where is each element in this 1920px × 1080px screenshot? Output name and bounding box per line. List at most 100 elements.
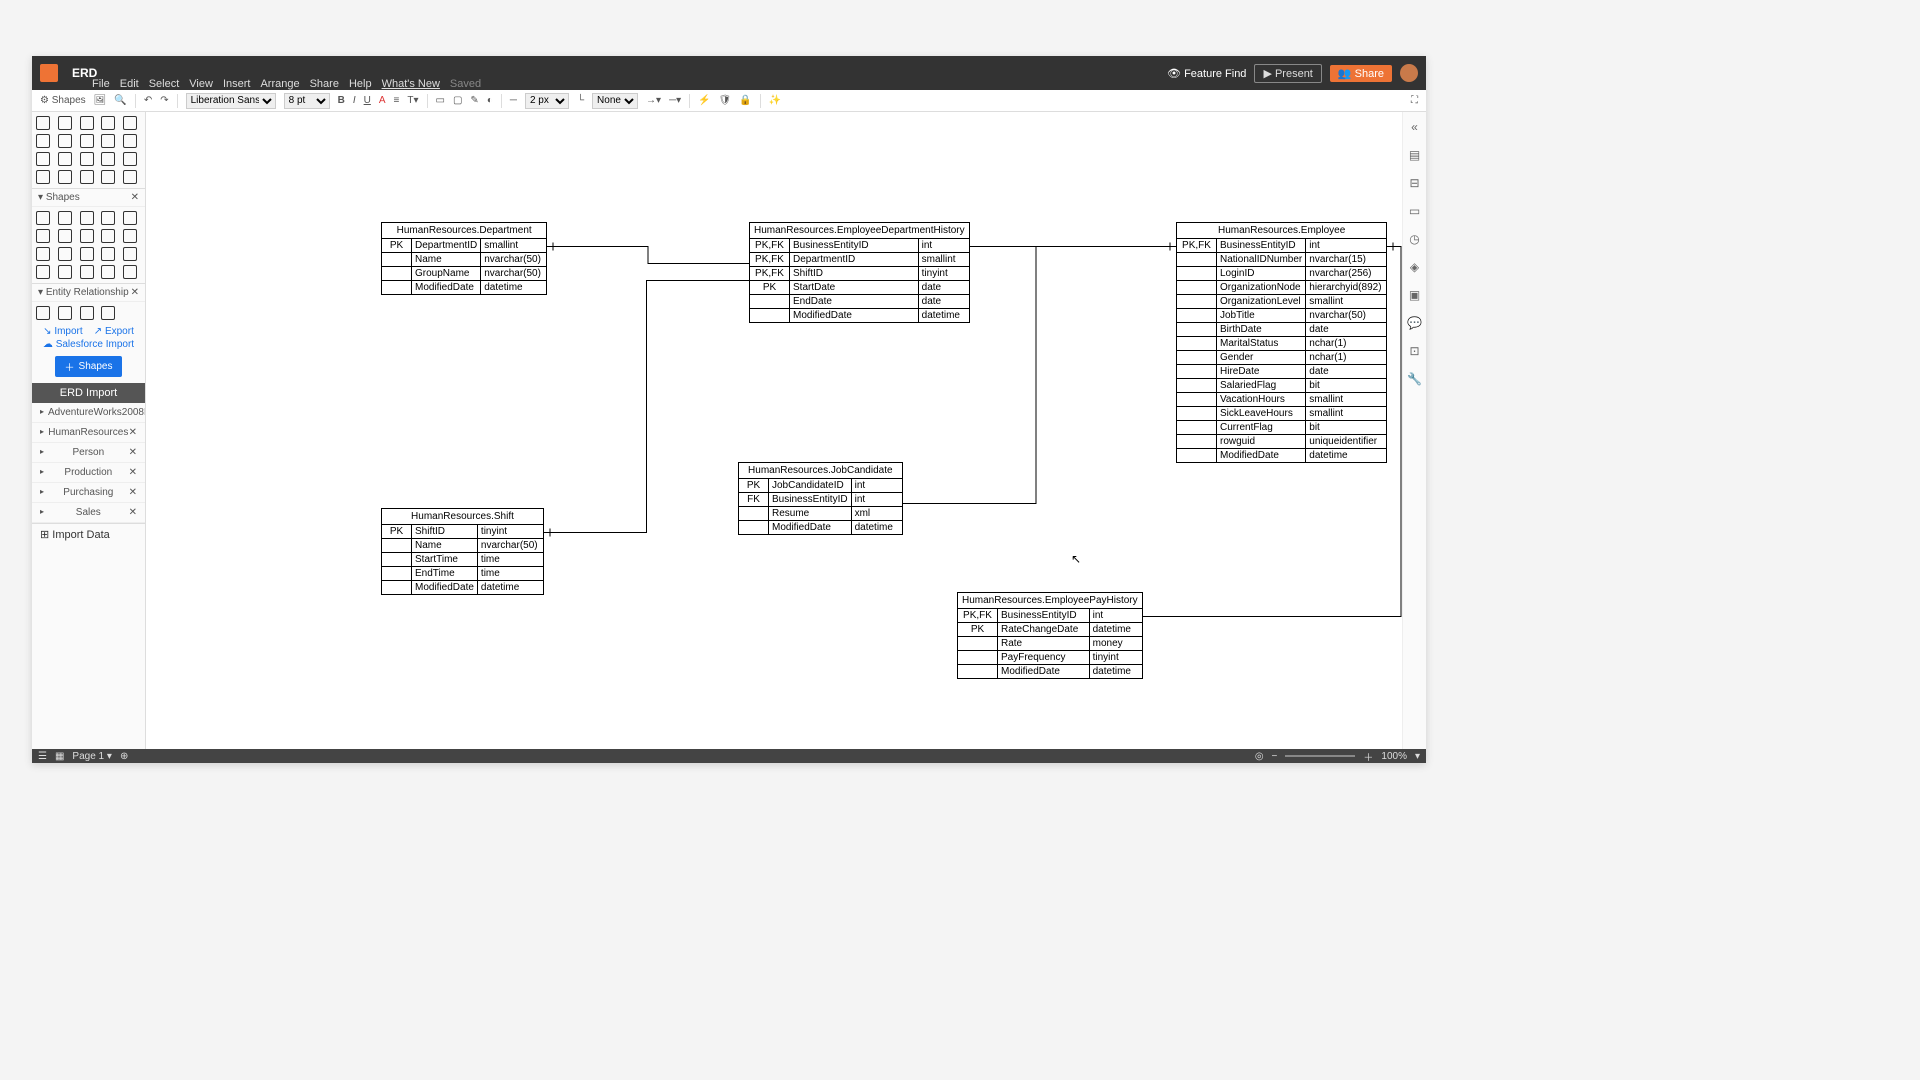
grid-view-icon[interactable]: ▦	[55, 751, 64, 762]
comment-icon[interactable]: 💬	[1407, 316, 1422, 330]
fullscreen-icon[interactable]: ⛶	[1411, 95, 1418, 106]
slides-icon[interactable]: ⊟	[1409, 176, 1419, 190]
textcolor-button[interactable]: A	[379, 95, 386, 106]
fill-button[interactable]: ▭	[436, 95, 445, 106]
category-adventureworks2008r2[interactable]: AdventureWorks2008R2✕	[32, 403, 145, 423]
right-rail: « ▤ ⊟ ▭ ◷ ◈ ▣ 💬 ⊡ 🔧	[1402, 112, 1426, 749]
page-icon[interactable]: ▤	[1409, 148, 1420, 162]
menu-select[interactable]: Select	[149, 78, 180, 90]
export-link[interactable]: ↗ Export	[94, 326, 134, 337]
data-icon[interactable]: ▣	[1409, 288, 1420, 302]
wand-icon[interactable]: ✨	[769, 95, 781, 106]
table-row: PK,FKBusinessEntityIDint	[1177, 239, 1386, 253]
feature-find[interactable]: 👁 Feature Find	[1167, 67, 1246, 80]
close-er[interactable]: ✕	[131, 287, 139, 298]
category-purchasing[interactable]: Purchasing✕	[32, 483, 145, 503]
arrowend-button[interactable]: ─▾	[669, 95, 681, 106]
style-button[interactable]: ◐	[487, 95, 493, 106]
zoom-slider[interactable]	[1285, 755, 1355, 757]
menu-whatsnew[interactable]: What's New	[382, 78, 440, 90]
er-header[interactable]: Entity Relationship	[46, 287, 129, 298]
padlock-icon[interactable]: 🔒	[739, 95, 751, 106]
entity-jc[interactable]: HumanResources.JobCandidatePKJobCandidat…	[738, 462, 903, 535]
app-logo	[40, 64, 58, 82]
actions-icon[interactable]: ⊡	[1409, 344, 1419, 358]
search-icon[interactable]: 🔍	[114, 95, 126, 106]
er-shapes[interactable]	[32, 302, 145, 324]
close-shapes[interactable]: ✕	[131, 192, 139, 203]
salesforce-import[interactable]: ☁ Salesforce Import	[32, 339, 145, 350]
presentation-icon[interactable]: ▭	[1409, 204, 1420, 218]
menu-view[interactable]: View	[189, 78, 213, 90]
linecap-start[interactable]: None	[592, 93, 638, 109]
entity-eph[interactable]: HumanResources.EmployeePayHistoryPK,FKBu…	[957, 592, 1143, 679]
menu-edit[interactable]: Edit	[120, 78, 139, 90]
share-button[interactable]: 👥 Share	[1330, 65, 1392, 82]
entity-dept[interactable]: HumanResources.DepartmentPKDepartmentIDs…	[381, 222, 547, 295]
pen-button[interactable]: ✎	[470, 95, 478, 106]
fontsize-select[interactable]: 8 pt	[284, 93, 330, 109]
canvas[interactable]: ↖ HumanResources.DepartmentPKDepartmentI…	[146, 112, 1402, 749]
table-row: GroupNamenvarchar(50)	[382, 267, 546, 281]
table-row: JobTitlenvarchar(50)	[1177, 309, 1386, 323]
arrow-button[interactable]: →▾	[646, 95, 661, 106]
connector-button[interactable]: └	[577, 95, 584, 106]
undo-button[interactable]: ↶	[144, 95, 152, 106]
menu-arrange[interactable]: Arrange	[260, 78, 299, 90]
table-row: PKStartDatedate	[750, 281, 969, 295]
import-link[interactable]: ↘ Import	[43, 326, 83, 337]
shapes-header[interactable]: Shapes	[46, 192, 80, 203]
image-icon[interactable]: 🖼	[94, 95, 107, 106]
category-person[interactable]: Person✕	[32, 443, 145, 463]
menu-bar: File Edit Select View Insert Arrange Share Help…	[92, 78, 481, 90]
table-row: Ratemoney	[958, 637, 1142, 651]
present-button[interactable]: ▶ Present	[1254, 64, 1321, 83]
table-row: Namenvarchar(50)	[382, 253, 546, 267]
menu-file[interactable]: File	[92, 78, 110, 90]
shapes-toggle[interactable]: ⚙ Shapes	[40, 95, 86, 106]
title-bar: ERD FileEditSelectViewInsertArrangeShare…	[32, 56, 1426, 90]
list-view-icon[interactable]: ☰	[38, 751, 47, 762]
entity-emp[interactable]: HumanResources.EmployeePK,FKBusinessEnti…	[1176, 222, 1387, 463]
lock-icon[interactable]: 🛡	[719, 95, 732, 106]
entity-shift[interactable]: HumanResources.ShiftPKShiftIDtinyintName…	[381, 508, 544, 595]
history-icon[interactable]: ◷	[1409, 232, 1419, 246]
settings-icon[interactable]: 🔧	[1407, 372, 1422, 386]
erd-import-button[interactable]: ERD Import	[32, 383, 145, 403]
font-select[interactable]: Liberation Sans	[186, 93, 276, 109]
bold-button[interactable]: B	[338, 95, 345, 106]
zoom-level[interactable]: 100%	[1381, 751, 1407, 762]
menu-insert[interactable]: Insert	[223, 78, 251, 90]
table-row: ModifiedDatedatetime	[739, 521, 902, 534]
add-page[interactable]: ⊕	[120, 751, 128, 762]
underline-button[interactable]: U	[364, 95, 371, 106]
collapse-icon[interactable]: «	[1411, 120, 1418, 134]
category-sales[interactable]: Sales✕	[32, 503, 145, 523]
menu-help[interactable]: Help	[349, 78, 372, 90]
align-button[interactable]: ≡	[394, 95, 400, 106]
zoom-out[interactable]: −	[1272, 751, 1278, 762]
import-data-button[interactable]: ⊞ Import Data	[32, 523, 145, 545]
recent-shapes[interactable]	[32, 112, 145, 188]
menu-share[interactable]: Share	[310, 78, 339, 90]
textstyle-button[interactable]: T▾	[407, 95, 418, 106]
layers-icon[interactable]: ◈	[1410, 260, 1419, 274]
border-button[interactable]: ▢	[453, 95, 462, 106]
add-shapes-button[interactable]: ＋ Shapes	[55, 356, 123, 377]
table-row: PKJobCandidateIDint	[739, 479, 902, 493]
basic-shapes[interactable]	[32, 207, 145, 283]
line-style[interactable]: ─	[510, 95, 517, 106]
redo-button[interactable]: ↷	[160, 95, 168, 106]
category-production[interactable]: Production✕	[32, 463, 145, 483]
entity-edh[interactable]: HumanResources.EmployeeDepartmentHistory…	[749, 222, 970, 323]
user-avatar[interactable]	[1400, 64, 1418, 82]
table-row: SalariedFlagbit	[1177, 379, 1386, 393]
linewidth-select[interactable]: 2 px	[525, 93, 569, 109]
flash-icon[interactable]: ⚡	[698, 95, 710, 106]
table-row: OrganizationNodehierarchyid(892)	[1177, 281, 1386, 295]
zoom-in[interactable]: ＋	[1363, 749, 1373, 764]
target-icon[interactable]: ◎	[1255, 751, 1264, 762]
page-selector[interactable]: Page 1 ▾	[72, 751, 112, 762]
italic-button[interactable]: I	[353, 95, 356, 106]
category-humanresources[interactable]: HumanResources✕	[32, 423, 145, 443]
